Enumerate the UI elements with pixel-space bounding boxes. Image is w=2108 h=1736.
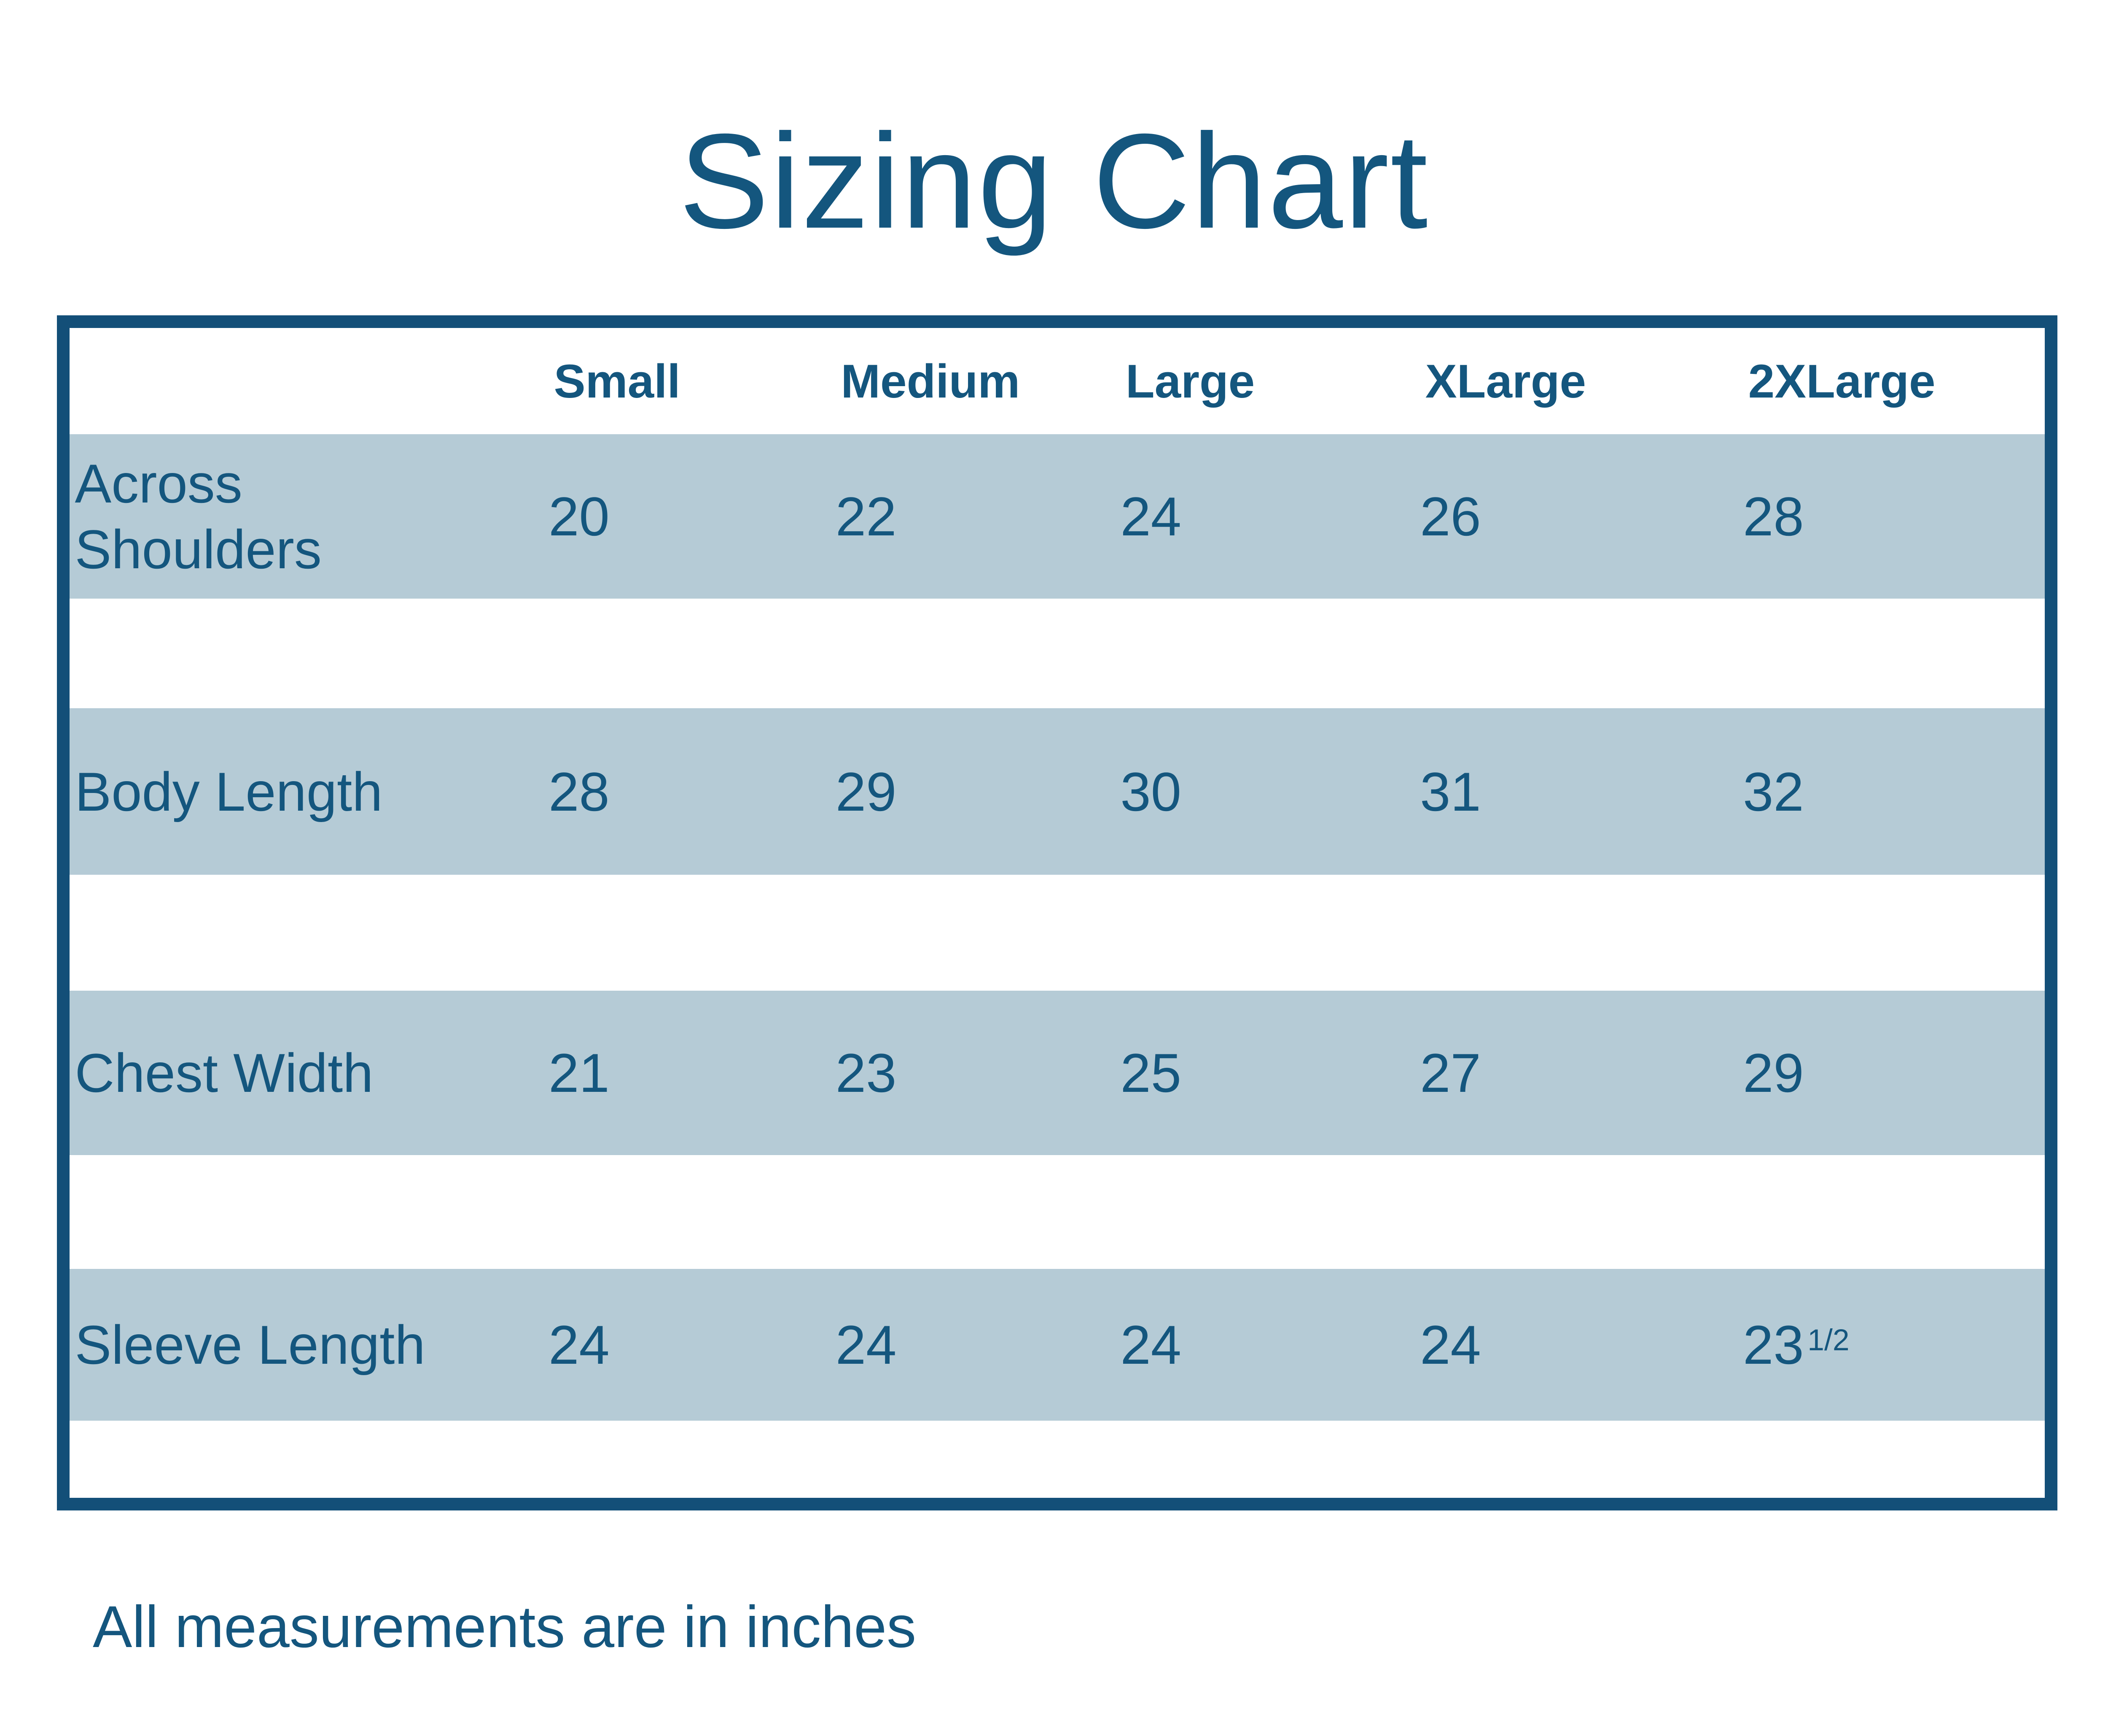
row-spacer	[70, 1155, 2045, 1269]
row-label: Body Length	[75, 761, 383, 822]
measurement-value: 24	[1420, 1314, 1481, 1376]
measurement-value: 28	[549, 761, 610, 822]
measurement-value: 24	[1120, 1314, 1181, 1376]
table-row: Sleeve Length 24 24 24 24 23 1/2	[70, 1269, 2045, 1421]
table-row: Chest Width 21 23 25 27 29	[70, 991, 2045, 1155]
fraction-superscript: 1/2	[1807, 1323, 1850, 1357]
row-spacer	[70, 875, 2045, 991]
column-header-large: Large	[1125, 355, 1255, 408]
measurement-value: 21	[549, 1042, 610, 1104]
footnote: All measurements are in inches	[93, 1594, 917, 1660]
measurement-value: 22	[835, 486, 897, 547]
row-label: Across Shoulders	[75, 453, 322, 580]
measurement-value: 23 1/2	[1743, 1317, 2045, 1372]
table-row: Across Shoulders 20 22 24 26 28	[70, 434, 2045, 599]
column-header-medium: Medium	[841, 355, 1020, 408]
measurement-value: 24	[835, 1314, 897, 1376]
column-header-2xlarge: 2XLarge	[1748, 355, 1936, 408]
row-label: Sleeve Length	[75, 1314, 425, 1376]
measurement-value: 27	[1420, 1042, 1481, 1104]
row-spacer	[70, 1421, 2045, 1498]
measurement-value: 26	[1420, 486, 1481, 547]
measurement-value: 24	[549, 1314, 610, 1376]
measurement-value: 29	[835, 761, 897, 822]
measurement-value: 32	[1743, 761, 1804, 822]
row-spacer	[70, 599, 2045, 708]
sizing-chart-page: Sizing Chart Small Medium Large XLarge 2XLar…	[57, 105, 2057, 1660]
measurement-value: 28	[1743, 486, 1804, 547]
table-header-row: Small Medium Large XLarge 2XLarge	[70, 328, 2045, 434]
measurement-value: 20	[549, 486, 610, 547]
sizing-table: Small Medium Large XLarge 2XLarge Across Sho…	[57, 315, 2057, 1510]
measurement-value: 25	[1120, 1042, 1181, 1104]
column-header-xlarge: XLarge	[1425, 355, 1586, 408]
measurement-value: 29	[1743, 1042, 1804, 1104]
page-title: Sizing Chart	[679, 105, 1429, 256]
measurement-value: 31	[1420, 761, 1481, 822]
measurement-value: 23	[835, 1042, 897, 1104]
measurement-value: 30	[1120, 761, 1181, 822]
value-whole-number: 23	[1743, 1314, 1804, 1376]
table-row: Body Length 28 29 30 31 32	[70, 708, 2045, 875]
column-header-small: Small	[554, 355, 680, 408]
row-label: Chest Width	[75, 1042, 374, 1104]
measurement-value: 24	[1120, 486, 1181, 547]
